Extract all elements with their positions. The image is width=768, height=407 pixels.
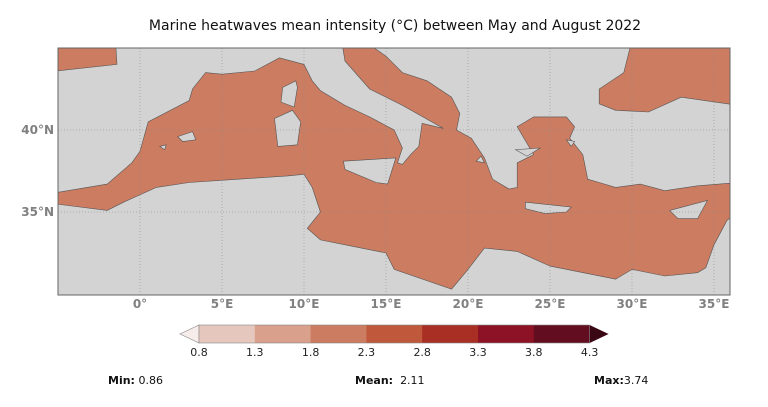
x-tick-label: 15°E <box>371 297 402 311</box>
island <box>565 139 576 147</box>
colorbar-segment <box>310 325 367 343</box>
mean-label: Mean: <box>355 374 394 387</box>
grid-lines <box>58 48 730 295</box>
y-tick-label: 35°N <box>21 205 54 219</box>
colorbar: 0.8 1.3 1.8 2.3 2.8 3.3 3.8 4.3 <box>179 324 609 359</box>
map-title: Marine heatwaves mean intensity (°C) bet… <box>148 18 642 34</box>
colorbar-tick-label: 1.8 <box>302 346 320 359</box>
colorbar-over-arrow <box>589 325 609 343</box>
x-tick-label: 35°E <box>699 297 730 311</box>
mean-stat: Mean: 2.11 <box>355 374 425 387</box>
min-label: Min: <box>108 374 135 387</box>
sea-atl <box>58 48 118 72</box>
colorbar-tick-label: 3.3 <box>469 346 487 359</box>
island <box>158 144 167 151</box>
island <box>525 201 572 214</box>
x-tick-label: 10°E <box>289 297 320 311</box>
colorbar-segment <box>199 325 256 343</box>
min-stat: Min: 0.86 <box>108 374 163 387</box>
max-label: Max: <box>594 374 624 387</box>
island <box>343 157 397 185</box>
island <box>177 131 197 142</box>
x-tick-label: 5°E <box>211 297 234 311</box>
colorbar-tick-label: 0.8 <box>190 346 208 359</box>
colorbar-segment <box>422 325 479 343</box>
colorbar-segment <box>478 325 535 343</box>
islands <box>158 80 708 219</box>
min-value: 0.86 <box>138 374 163 387</box>
island <box>669 200 708 219</box>
y-tick-label: 40°N <box>21 123 54 137</box>
colorbar-segment <box>533 325 591 343</box>
colorbar-under-arrow <box>179 324 200 344</box>
mean-value: 2.11 <box>400 374 425 387</box>
colorbar-segment <box>366 325 423 343</box>
island <box>475 155 485 164</box>
colorbar-tick-label: 2.3 <box>358 346 376 359</box>
colorbar-tick-label: 3.8 <box>525 346 543 359</box>
island <box>514 147 541 157</box>
max-stat: Max:3.74 <box>594 374 648 387</box>
colorbar-tick-label: 1.3 <box>246 346 264 359</box>
x-tick-label: 0° <box>133 297 147 311</box>
colorbar-segment <box>254 325 312 343</box>
sea-med <box>58 48 730 290</box>
island <box>274 109 302 147</box>
x-tick-label: 25°E <box>535 297 566 311</box>
x-tick-label: 30°E <box>617 297 648 311</box>
colorbar-tick-label: 4.3 <box>581 346 599 359</box>
x-tick-label: 20°E <box>453 297 484 311</box>
colorbar-tick-label: 2.8 <box>413 346 431 359</box>
island <box>280 80 298 108</box>
map-frame <box>57 47 731 296</box>
max-value: 3.74 <box>623 374 649 387</box>
